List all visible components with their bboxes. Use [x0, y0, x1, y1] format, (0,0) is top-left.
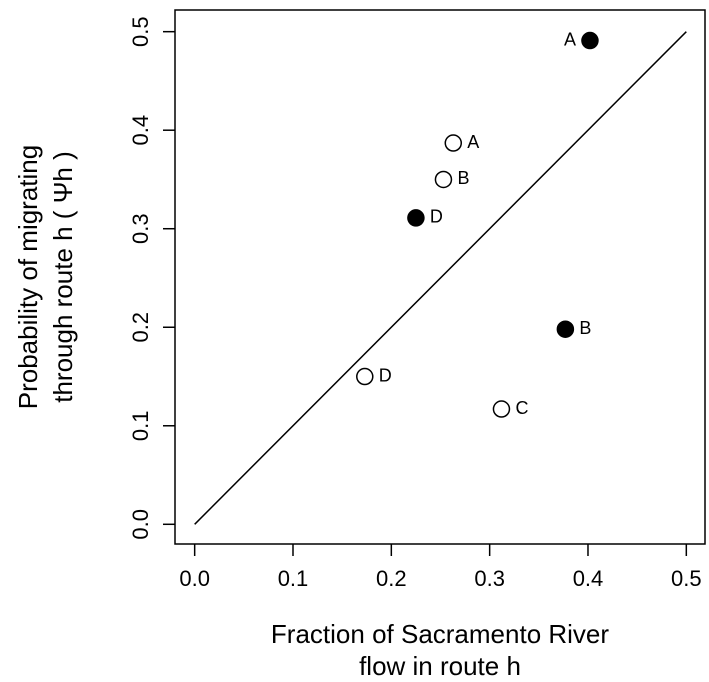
x-tick-label: 0.5: [671, 566, 702, 591]
point: [492, 400, 511, 418]
y-tick-label: 0.1: [128, 410, 153, 441]
y-tick-label: 0.5: [128, 16, 153, 47]
point-label: A: [467, 132, 479, 152]
point-label: B: [457, 168, 469, 188]
x-axis-label: Fraction of Sacramento River: [271, 619, 609, 649]
x-axis-label: flow in route h: [359, 651, 521, 681]
y-tick-label: 0.2: [128, 312, 153, 343]
y-tick-label: 0.0: [128, 509, 153, 540]
point-label: B: [579, 318, 591, 338]
x-tick-label: 0.1: [278, 566, 309, 591]
point: [444, 134, 463, 152]
y-axis-label: through route h ( Ψh ): [48, 151, 78, 403]
y-axis-label: Probability of migrating: [13, 145, 43, 409]
point-label: C: [515, 398, 528, 418]
y-tick-label: 0.4: [128, 115, 153, 146]
point: [434, 170, 453, 189]
reference-line: [194, 31, 687, 525]
point: [356, 367, 374, 386]
x-tick-label: 0.0: [179, 566, 210, 591]
point-label: D: [430, 207, 443, 227]
point-label: A: [564, 29, 576, 49]
x-tick-label: 0.2: [376, 566, 407, 591]
point: [581, 31, 599, 50]
point: [556, 320, 575, 338]
x-tick-label: 0.3: [474, 566, 505, 591]
point: [407, 209, 425, 227]
point-label: D: [379, 365, 392, 385]
y-tick-label: 0.3: [128, 213, 153, 244]
plot-frame: [174, 9, 706, 545]
x-tick-label: 0.4: [573, 566, 604, 591]
